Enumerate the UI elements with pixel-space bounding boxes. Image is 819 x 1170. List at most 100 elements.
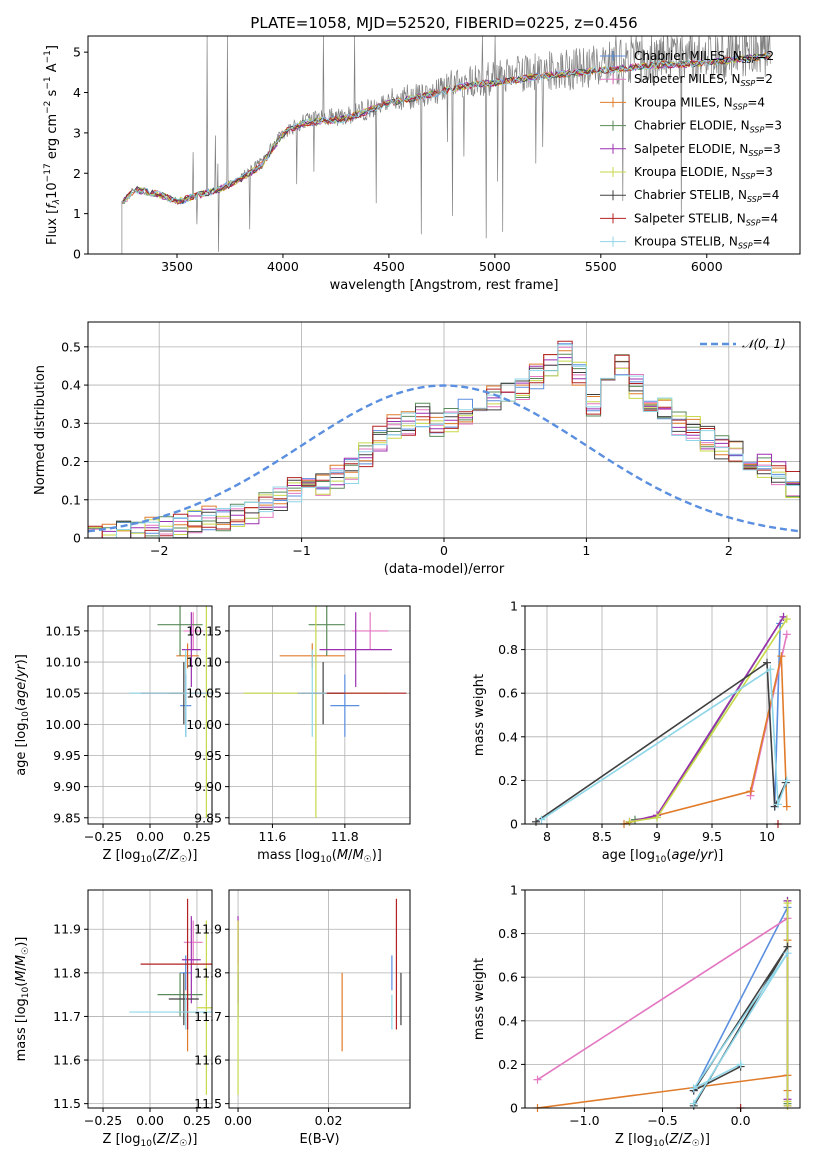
x-tick-label: 11.6 [259, 829, 287, 844]
legend-label: Kroupa MILES, NSSP=4 [634, 95, 765, 111]
y-tick-label: 11.7 [53, 1009, 81, 1024]
ssp-weight-line [773, 623, 781, 807]
y-tick-label: 0.2 [61, 454, 81, 469]
y-tick-label: 11.8 [53, 965, 81, 980]
x-tick-label: 3500 [161, 259, 193, 274]
model-spectrum [121, 55, 771, 204]
x-axis-label: age [log10(age/yr)] [602, 848, 724, 865]
y-tick-label: 0.1 [61, 492, 81, 507]
y-tick-label: 10.10 [45, 655, 81, 670]
legend-label: Chabrier MILES, NSSP=2 [634, 49, 774, 65]
x-tick-label: 0.00 [136, 1113, 164, 1128]
x-tick-label: −1.0 [569, 1113, 599, 1128]
y-tick-label: 9.90 [53, 779, 81, 794]
y-tick-label: 0.8 [498, 926, 518, 941]
legend-label: Chabrier STELIB, NSSP=4 [634, 188, 779, 204]
y-tick-label: 0 [510, 817, 518, 832]
x-tick-label: 9.5 [702, 829, 722, 844]
y-tick-label: 11.5 [53, 1096, 81, 1111]
histogram-series [88, 346, 800, 538]
x-axis-label: mass [log10(M/M☉)] [257, 848, 382, 865]
y-tick-label: 10.05 [186, 686, 222, 701]
x-tick-label: 0.02 [315, 1113, 343, 1128]
y-tick-label: 1 [510, 599, 518, 614]
y-tick-label: 0.6 [498, 686, 518, 701]
x-tick-label: 2 [725, 543, 733, 558]
y-tick-label: 9.85 [53, 810, 81, 825]
model-spectrum [121, 52, 771, 205]
y-tick-label: 11.9 [194, 922, 222, 937]
legend-label: Chabrier ELODIE, NSSP=3 [634, 119, 782, 135]
ssp-weight-line [623, 655, 788, 824]
y-axis-label: mass [log10(M/M☉)] [14, 937, 31, 1062]
y-tick-label: 0 [73, 247, 81, 262]
y-tick-label: 11.6 [53, 1053, 81, 1068]
legend-label: Salpeter MILES, NSSP=2 [634, 72, 773, 88]
ssp-weight-line [629, 616, 785, 823]
y-tick-label: 1 [73, 206, 81, 221]
model-spectrum [121, 53, 771, 205]
y-tick-label: 0 [73, 531, 81, 546]
x-axis-label: Z [log10(Z/Z☉)] [103, 1132, 198, 1149]
x-tick-label: 8.5 [592, 829, 612, 844]
histogram-series [88, 361, 800, 538]
x-axis-label: Z [log10(Z/Z☉)] [103, 848, 198, 865]
y-tick-label: 0.2 [498, 1057, 518, 1072]
ssp-weight-line [691, 946, 789, 1107]
ssp-weight-line [693, 952, 789, 1105]
legend-label: 𝒩(0, 1) [742, 337, 786, 351]
model-spectrum [121, 53, 771, 203]
y-tick-label: 0.6 [498, 970, 518, 985]
gaussian-reference-curve [88, 384, 800, 533]
y-tick-label: 0 [510, 1101, 518, 1116]
x-tick-label: 6000 [691, 259, 723, 274]
panel-age_vs_mass [229, 606, 410, 824]
ssp-weight-line [693, 907, 789, 1091]
y-tick-label: 11.5 [194, 1096, 222, 1111]
legend-label: Kroupa ELODIE, NSSP=3 [634, 165, 773, 181]
x-tick-label: 9 [653, 829, 661, 844]
y-tick-label: 10.15 [186, 623, 222, 638]
x-tick-label: 4500 [373, 259, 405, 274]
legend-label: Salpeter ELODIE, NSSP=3 [634, 142, 781, 158]
y-tick-label: 10.00 [45, 717, 81, 732]
ssp-weight-line [541, 667, 788, 821]
y-tick-label: 9.95 [53, 748, 81, 763]
y-tick-label: 0.4 [498, 1013, 518, 1028]
y-tick-label: 10.15 [45, 623, 81, 638]
x-tick-label: 5500 [585, 259, 617, 274]
y-axis-label: Flux [fλ10−17 erg cm−2 s−1 A−1] [43, 45, 62, 245]
y-tick-label: 11.6 [194, 1053, 222, 1068]
y-tick-label: 9.95 [194, 748, 222, 763]
x-axis-label: Z [log10(Z/Z☉)] [615, 1132, 710, 1149]
axes-frame [228, 605, 411, 825]
y-tick-label: 1 [510, 883, 518, 898]
histogram-series [88, 340, 800, 538]
x-tick-label: 0.00 [224, 1113, 252, 1128]
y-tick-label: 11.7 [194, 1009, 222, 1024]
ssp-weight-line [535, 661, 787, 823]
y-axis-label: mass weight [472, 958, 487, 1040]
y-tick-label: 10.00 [186, 717, 222, 732]
legend-label: Salpeter STELIB, NSSP=4 [634, 211, 778, 227]
x-tick-label: 4000 [267, 259, 299, 274]
x-tick-label: 1 [582, 543, 590, 558]
x-tick-label: −2 [150, 543, 168, 558]
x-tick-label: 0.25 [183, 1113, 211, 1128]
histogram-series [88, 343, 800, 538]
legend-label: Kroupa STELIB, NSSP=4 [634, 235, 770, 251]
x-axis-label: E(B-V) [299, 1132, 339, 1147]
y-tick-label: 0.4 [498, 729, 518, 744]
x-tick-label: 0.0 [731, 1113, 751, 1128]
y-tick-label: 3 [73, 125, 81, 140]
x-tick-label: 8 [543, 829, 551, 844]
y-tick-label: 9.85 [194, 810, 222, 825]
y-tick-label: 0.5 [61, 339, 81, 354]
y-tick-label: 0.3 [61, 416, 81, 431]
y-tick-label: 11.9 [53, 922, 81, 937]
y-tick-label: 10.10 [186, 655, 222, 670]
y-tick-label: 2 [73, 166, 81, 181]
chart-title: PLATE=1058, MJD=52520, FIBERID=0225, z=0… [250, 14, 637, 32]
y-tick-label: 0.8 [498, 642, 518, 657]
